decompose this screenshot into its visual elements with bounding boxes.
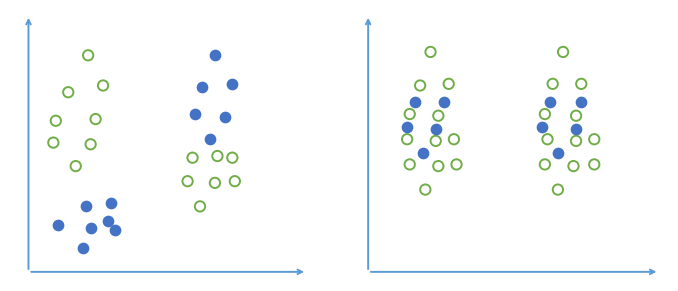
Point (449, 137, 460, 141)
Point (415, 83, 426, 88)
Point (540, 162, 551, 167)
Point (63, 90, 74, 95)
Point (401, 137, 412, 141)
Point (589, 162, 599, 167)
Point (547, 81, 558, 86)
Point (410, 100, 420, 105)
Point (48, 140, 59, 145)
Point (182, 179, 193, 184)
Point (85, 142, 96, 147)
Point (53, 223, 64, 227)
Point (431, 127, 441, 132)
Point (78, 246, 89, 251)
Point (571, 139, 582, 143)
Point (401, 125, 412, 130)
Point (102, 219, 113, 224)
Point (576, 81, 586, 86)
Point (205, 137, 216, 141)
Point (90, 117, 101, 121)
Point (190, 112, 201, 116)
Point (553, 187, 563, 192)
Point (553, 150, 563, 155)
Point (197, 85, 208, 90)
Point (83, 53, 94, 58)
Point (417, 150, 428, 155)
Point (80, 204, 91, 209)
Point (227, 81, 238, 86)
Point (110, 228, 121, 232)
Point (227, 155, 238, 160)
Point (98, 83, 108, 88)
Point (568, 164, 579, 168)
Point (195, 204, 205, 209)
Point (443, 81, 454, 86)
Point (210, 53, 220, 58)
Point (451, 162, 462, 167)
Point (537, 125, 548, 130)
Point (544, 100, 555, 105)
Point (404, 162, 415, 167)
Point (404, 112, 415, 116)
Point (210, 180, 220, 185)
Point (589, 137, 599, 141)
Point (425, 49, 436, 54)
Point (229, 179, 240, 184)
Point (71, 164, 81, 168)
Point (571, 127, 582, 132)
Point (420, 187, 431, 192)
Point (433, 164, 443, 168)
Point (220, 115, 231, 120)
Point (557, 49, 568, 54)
Point (438, 100, 449, 105)
Point (85, 226, 96, 230)
Point (187, 155, 198, 160)
Point (212, 154, 223, 158)
Point (431, 139, 441, 143)
Point (576, 100, 586, 105)
Point (540, 112, 551, 116)
Point (105, 201, 116, 205)
Point (542, 137, 553, 141)
Point (433, 113, 443, 118)
Point (571, 113, 582, 118)
Point (50, 118, 61, 123)
